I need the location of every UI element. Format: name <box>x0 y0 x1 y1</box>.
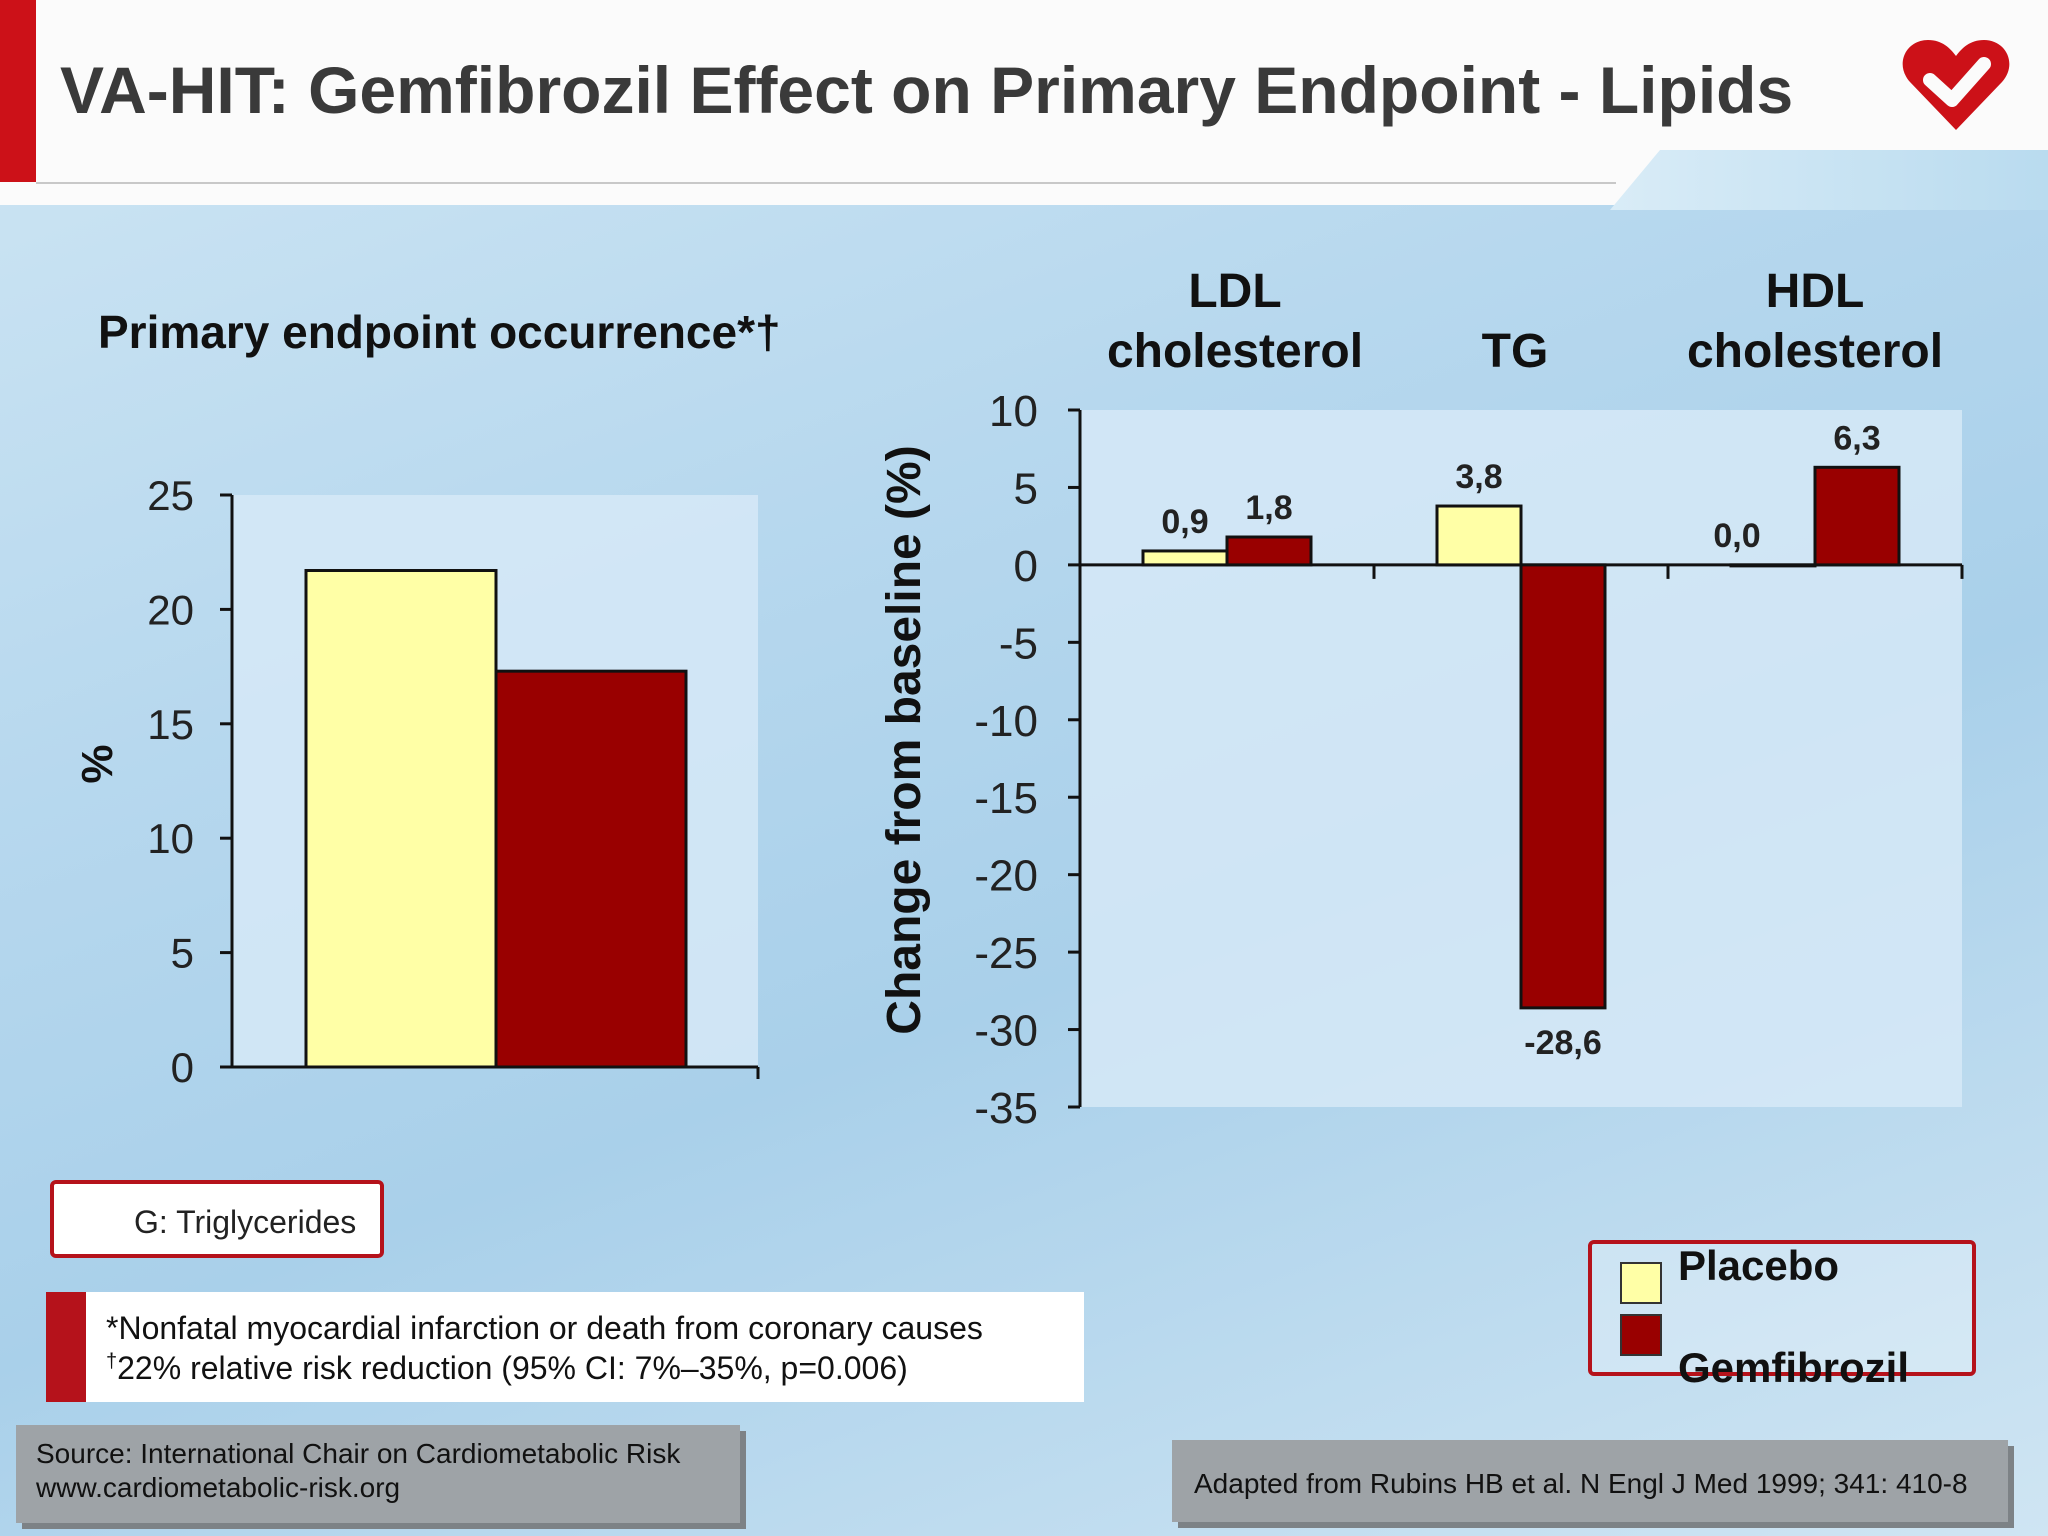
left-plot-area <box>232 495 758 1067</box>
category-label-tg: TG <box>1481 325 1549 378</box>
footnote-box: *Nonfatal myocardial infarction or death… <box>46 1292 1084 1402</box>
right-y-tick-label: -5 <box>999 619 1038 668</box>
title-bar <box>0 0 2048 205</box>
right-bar-gemfibrozil <box>1813 465 1901 567</box>
abbreviation-note-box: G: Triglycerides <box>50 1180 384 1258</box>
right-y-tick-label: 5 <box>1014 464 1038 513</box>
citation-box: Adapted from Rubins HB et al. N Engl J M… <box>1172 1440 2008 1522</box>
left-y-tick-label: 25 <box>147 472 194 519</box>
right-y-tick-label: -10 <box>974 697 1038 746</box>
right-bar-placebo <box>1435 504 1523 567</box>
footnote-line-1: *Nonfatal myocardial infarction or death… <box>106 1310 983 1346</box>
right-bar-value-label: 0,9 <box>1161 503 1208 541</box>
footnote-line-2: †22% relative risk reduction (95% CI: 7%… <box>106 1350 908 1387</box>
right-y-tick-label: 10 <box>989 387 1038 436</box>
right-bar-value-label: 1,8 <box>1245 489 1292 527</box>
right-y-tick-label: -35 <box>974 1084 1038 1133</box>
right-bar-gemfibrozil <box>1519 563 1607 1010</box>
header-slant-decoration <box>1610 150 2048 210</box>
footnote-accent <box>46 1292 86 1402</box>
right-bar-value-label: 6,3 <box>1833 419 1880 457</box>
footnote-line-2-text: 22% relative risk reduction (95% CI: 7%–… <box>117 1350 908 1386</box>
right-bar-value-label: 3,8 <box>1455 458 1502 496</box>
right-bar-gemfibrozil <box>1225 535 1313 567</box>
left-y-tick-label: 10 <box>147 815 194 862</box>
left-bar-placebo <box>304 569 498 1069</box>
right-plot-area <box>1080 410 1962 1107</box>
right-y-tick-label: -25 <box>974 929 1038 978</box>
right-bar-placebo <box>1141 549 1229 567</box>
right-bar-placebo <box>1729 563 1817 568</box>
left-y-axis-label: % <box>73 744 122 783</box>
right-bar-value-label: 0,0 <box>1713 517 1760 555</box>
abbreviation-note-text: G: Triglycerides <box>134 1204 357 1240</box>
right-y-axis-label: Change from baseline (%) <box>878 445 931 1034</box>
title-accent-stripe <box>0 0 36 182</box>
right-y-tick-label: -30 <box>974 1007 1038 1056</box>
left-y-tick-label: 20 <box>147 586 194 633</box>
right-bar-value-label: -28,6 <box>1524 1024 1602 1062</box>
citation-text: Adapted from Rubins HB et al. N Engl J M… <box>1194 1468 1968 1499</box>
source-line-2: www.cardiometabolic-risk.org <box>36 1472 401 1503</box>
left-y-tick-label: 5 <box>171 930 194 977</box>
legend-swatch-gemfibrozil <box>1620 1314 1662 1356</box>
category-label-ldl: LDL cholesterol <box>1106 265 1364 378</box>
legend: Placebo Gemfibrozil <box>1588 1240 1976 1391</box>
source-box: Source: International Chair on Cardiomet… <box>16 1425 740 1523</box>
dagger-mark: † <box>106 1350 118 1373</box>
legend-swatch-placebo <box>1620 1262 1662 1304</box>
legend-label-gemfibrozil: Gemfibrozil <box>1678 1344 1910 1391</box>
legend-label-placebo: Placebo <box>1678 1242 1840 1289</box>
left-bar-gemfibrozil <box>494 669 688 1069</box>
left-chart-title: Primary endpoint occurrence*† <box>98 306 781 358</box>
heart-check-logo-icon <box>1902 40 2010 130</box>
right-y-tick-label: 0 <box>1014 542 1038 591</box>
title-divider <box>36 182 1616 184</box>
page-title: VA-HIT: Gemfibrozil Effect on Primary En… <box>60 53 1794 127</box>
category-label-hdl: HDL cholesterol <box>1686 265 1944 378</box>
left-y-tick-label: 0 <box>171 1044 194 1091</box>
right-y-tick-label: -20 <box>974 852 1038 901</box>
right-y-tick-label: -15 <box>974 774 1038 823</box>
left-y-tick-label: 15 <box>147 701 194 748</box>
source-line-1: Source: International Chair on Cardiomet… <box>36 1438 681 1469</box>
